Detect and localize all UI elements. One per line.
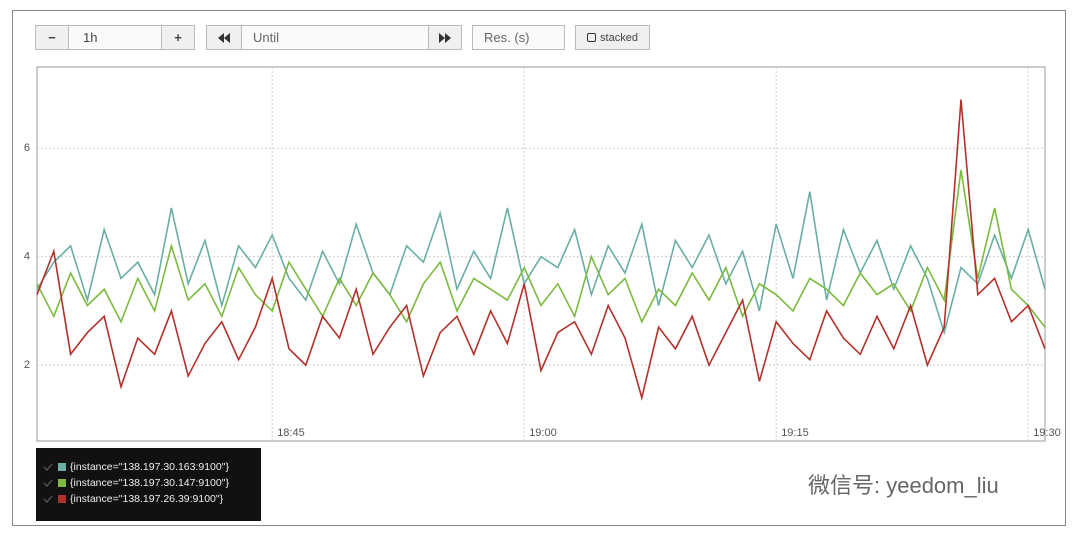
stacked-button[interactable]: stacked xyxy=(575,25,650,50)
until-input[interactable]: Until xyxy=(241,25,429,50)
legend-swatch xyxy=(58,463,66,471)
series-line xyxy=(36,191,1046,336)
resolution-input[interactable]: Res. (s) xyxy=(472,25,565,50)
legend-check xyxy=(43,495,53,503)
range-minus[interactable]: − xyxy=(35,25,69,50)
stacked-icon xyxy=(587,33,597,42)
legend-check xyxy=(43,463,53,471)
series-line xyxy=(36,169,1046,328)
legend-label: {instance="138.197.30.147:9100"} xyxy=(70,477,229,489)
forward-icon xyxy=(439,32,451,43)
legend-label: {instance="138.197.26.39:9100"} xyxy=(70,493,224,505)
legend-swatch xyxy=(58,479,66,487)
x-tick-label: 18:45 xyxy=(277,427,305,439)
legend-check xyxy=(43,479,53,487)
watermark: 微信号: yeedom_liu xyxy=(808,473,999,498)
legend-swatch xyxy=(58,495,66,503)
range-input[interactable]: 1h xyxy=(68,25,162,50)
plot-area xyxy=(36,66,1046,442)
x-tick-label: 19:30 xyxy=(1033,427,1061,439)
y-tick-label: 2 xyxy=(24,359,30,371)
x-tick-label: 19:00 xyxy=(529,427,557,439)
y-tick-label: 6 xyxy=(24,142,30,154)
back-icon xyxy=(218,32,230,43)
series-line xyxy=(36,99,1046,401)
frame xyxy=(12,10,1066,526)
range-plus[interactable]: + xyxy=(161,25,195,50)
legend-label: {instance="138.197.30.163:9100"} xyxy=(70,461,229,473)
x-tick-label: 19:15 xyxy=(781,427,809,439)
legend xyxy=(36,448,261,521)
forward-button[interactable] xyxy=(428,25,462,50)
stacked-label: stacked xyxy=(600,31,638,44)
y-tick-label: 4 xyxy=(24,251,30,263)
